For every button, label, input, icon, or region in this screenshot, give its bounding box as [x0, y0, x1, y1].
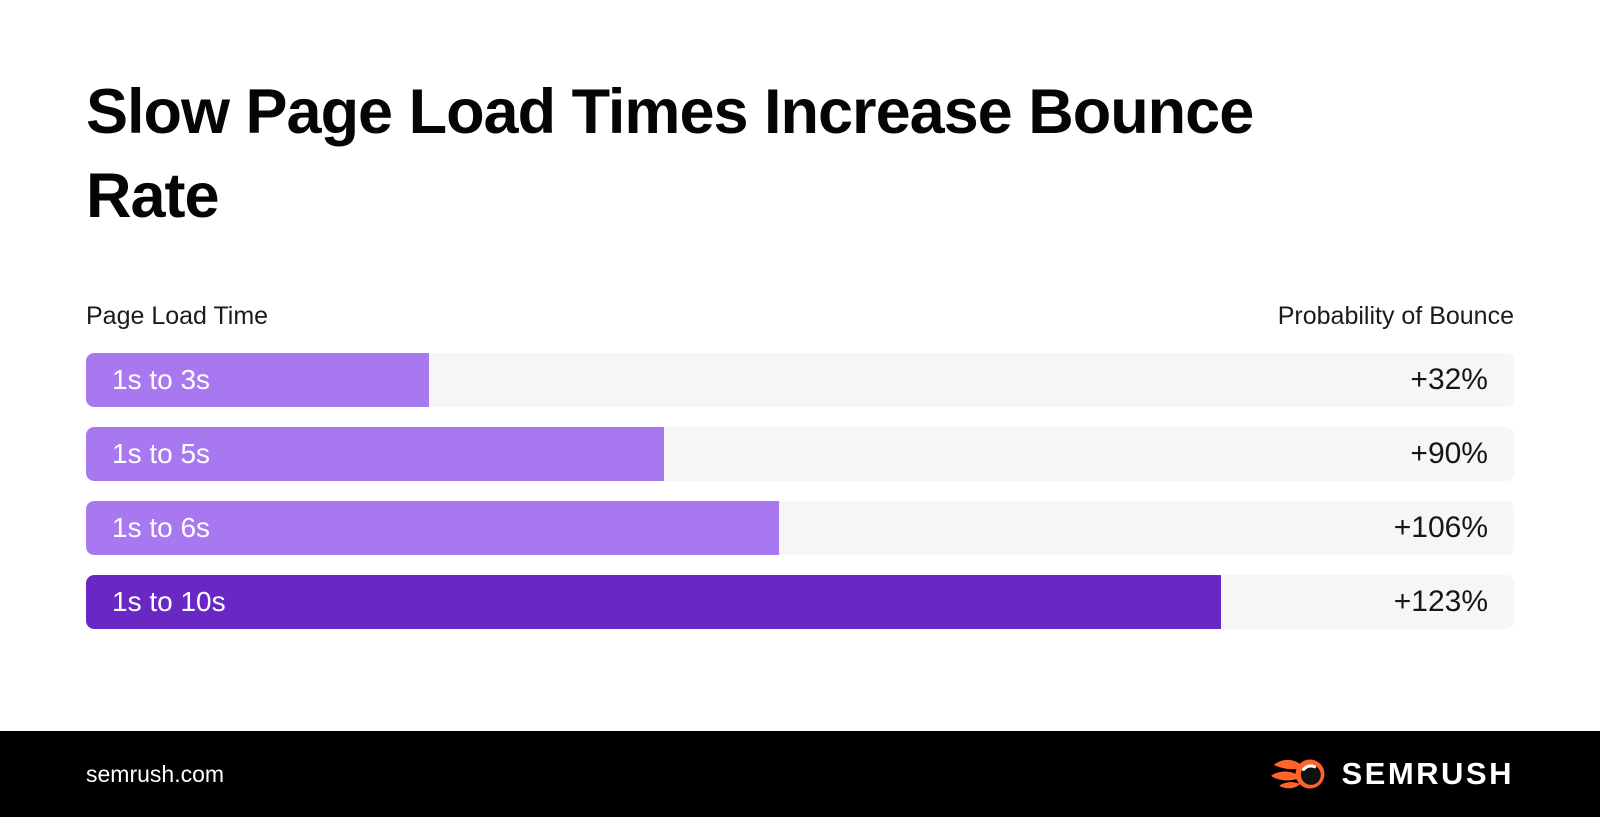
bar-rows: 1s to 3s +32% 1s to 5s +90% 1s to 6s +10…: [86, 353, 1514, 629]
content-area: Slow Page Load Times Increase Bounce Rat…: [0, 70, 1600, 629]
website-link[interactable]: semrush.com: [86, 760, 225, 787]
bar-label: 1s to 3s: [112, 364, 211, 395]
bar-row: 1s to 10s +123%: [86, 575, 1514, 629]
bar-fill: 1s to 10s: [86, 575, 1222, 629]
semrush-logo: SEMRUSH: [1271, 753, 1514, 795]
bar-value: +90%: [1410, 437, 1488, 470]
axis-label-probability-of-bounce: Probability of Bounce: [1277, 302, 1514, 330]
bar-label: 1s to 10s: [112, 586, 226, 617]
bar-label: 1s to 6s: [112, 512, 211, 543]
bar-value: +32%: [1410, 363, 1488, 396]
bar-label: 1s to 5s: [112, 438, 211, 469]
axis-label-page-load-time: Page Load Time: [86, 302, 269, 330]
bar-fill: 1s to 5s: [86, 427, 665, 481]
chart-header: Page Load Time Probability of Bounce: [86, 302, 1514, 331]
bar-fill: 1s to 3s: [86, 353, 429, 407]
page-title: Slow Page Load Times Increase Bounce Rat…: [86, 77, 1254, 231]
bar-row: 1s to 5s +90%: [86, 427, 1514, 481]
bar-row: 1s to 3s +32%: [86, 353, 1514, 407]
bounce-rate-chart: Page Load Time Probability of Bounce 1s …: [86, 302, 1514, 629]
semrush-flame-icon: [1271, 753, 1329, 795]
semrush-wordmark: SEMRUSH: [1341, 756, 1514, 791]
bar-value: +106%: [1393, 511, 1488, 544]
bar-fill: 1s to 6s: [86, 501, 779, 555]
bar-value: +123%: [1393, 585, 1488, 618]
bar-row: 1s to 6s +106%: [86, 501, 1514, 555]
footer-bar: semrush.com SEMRUSH: [0, 731, 1600, 817]
